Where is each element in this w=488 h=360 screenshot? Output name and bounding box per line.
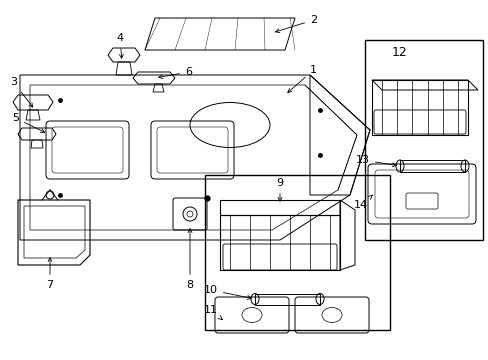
Text: 3: 3 (10, 77, 33, 107)
Text: 9: 9 (276, 178, 283, 201)
Text: 4: 4 (116, 33, 123, 58)
Text: 7: 7 (46, 258, 54, 290)
Text: 1: 1 (287, 65, 316, 93)
Text: 11: 11 (203, 305, 222, 320)
Text: 5: 5 (12, 113, 44, 132)
Text: 10: 10 (203, 285, 251, 300)
Text: 2: 2 (275, 15, 317, 33)
Text: 6: 6 (158, 67, 192, 78)
Bar (364, 40, 482, 240)
Bar (204, 175, 389, 330)
Text: 13: 13 (355, 155, 396, 167)
Text: 12: 12 (391, 45, 407, 58)
Text: 8: 8 (186, 229, 193, 290)
Text: 14: 14 (353, 195, 371, 210)
